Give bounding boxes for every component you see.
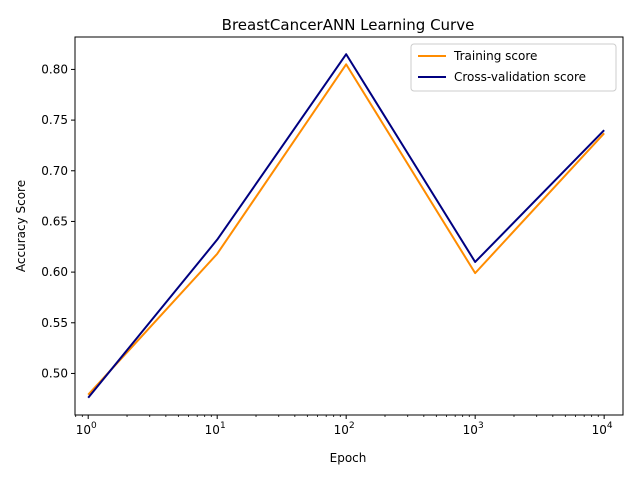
- x-tick-label: 104: [592, 421, 613, 437]
- x-tick-label: 100: [76, 421, 97, 437]
- legend-label-2: Cross-validation score: [454, 70, 586, 84]
- series-line-1: [87, 63, 605, 396]
- legend: Training score Cross-validation score: [410, 43, 617, 92]
- y-tick-label: 0.80: [41, 62, 68, 76]
- y-tick-label: 0.70: [41, 164, 68, 178]
- x-axis-label: Epoch: [330, 451, 367, 465]
- plot-lines: [87, 53, 605, 399]
- y-tick-label: 0.65: [41, 214, 68, 228]
- y-tick-label: 0.55: [41, 316, 68, 330]
- y-tick-label: 0.50: [41, 366, 68, 380]
- y-tick-label: 0.75: [41, 113, 68, 127]
- y-axis-ticks: 0.50 0.55 0.60 0.65 0.70 0.75 0.80: [41, 62, 75, 380]
- plot-frame: [74, 36, 624, 416]
- x-tick-label: 103: [463, 421, 484, 437]
- y-tick-label: 0.60: [41, 265, 68, 279]
- x-axis-ticks: 100 101 102 103 104: [75, 415, 613, 437]
- legend-box: [410, 43, 617, 92]
- x-tick-label: 101: [205, 421, 226, 437]
- series-line-2: [87, 53, 605, 399]
- x-tick-label: 102: [334, 421, 355, 437]
- chart-title: BreastCancerANN Learning Curve: [222, 16, 475, 34]
- legend-label-1: Training score: [453, 49, 537, 63]
- y-axis-label: Accuracy Score: [14, 180, 28, 272]
